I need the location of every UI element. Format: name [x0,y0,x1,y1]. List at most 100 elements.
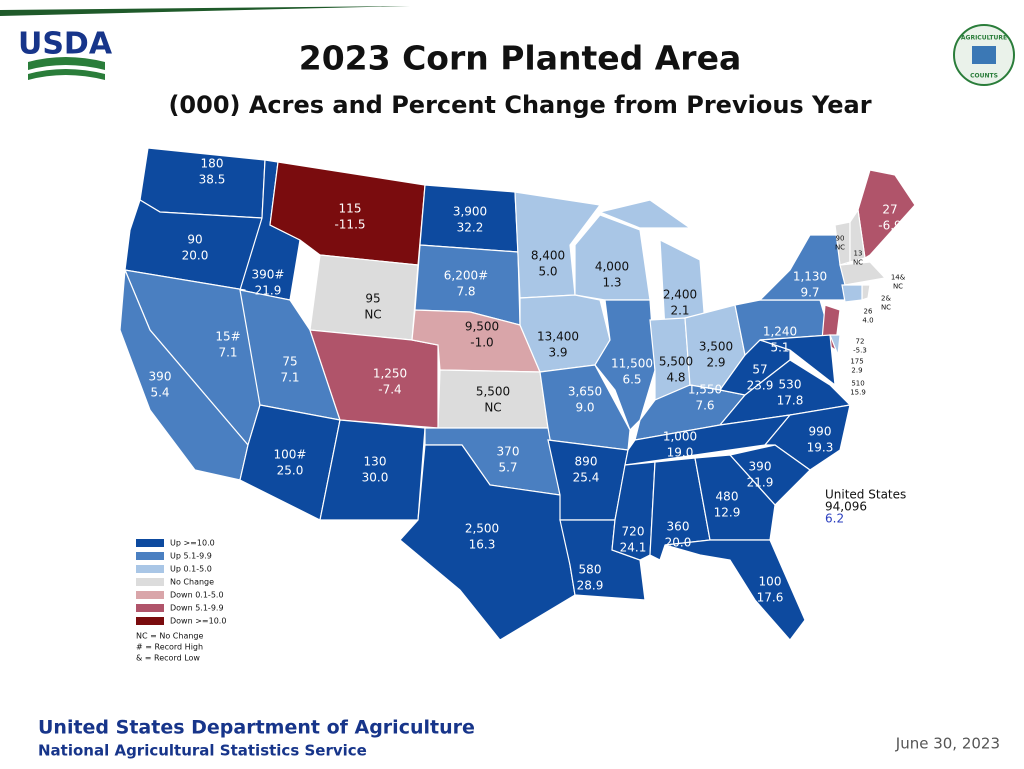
state-change: 4.0 [862,317,873,325]
ag-logo-top: AGRICULTURE [961,35,1007,42]
state-change: 7.1 [218,346,237,360]
state-acres: 15# [215,330,240,344]
national-name: United States [825,488,906,502]
state-change: 21.9 [255,284,282,298]
state-acres: 14& [891,274,906,282]
state [309,329,439,429]
footer-service: National Agricultural Statistics Service [38,742,367,760]
state-change: -6.9 [878,219,901,233]
state-acres: 990 [809,425,832,439]
state-acres: 3,900 [453,205,487,219]
state-change: 2.9 [851,367,862,375]
state-change: 12.9 [714,506,741,520]
legend-swatch [136,604,164,612]
state [514,191,602,299]
state-acres: 72 [856,338,865,346]
state [239,404,341,521]
state-acres: 2,400 [663,288,697,302]
state-acres: 90 [836,235,845,243]
legend-note: # = Record High [136,643,203,652]
state-acres: 9,500 [465,320,499,334]
state-acres: 890 [575,455,598,469]
state-acres: 530 [779,378,802,392]
state-acres: 130 [364,455,387,469]
state-change: 17.8 [777,394,804,408]
legend-label: Up 5.1-9.9 [170,552,212,561]
state-acres: 100# [274,448,307,462]
usda-swoosh [28,69,105,80]
state-acres: 3,650 [568,385,602,399]
legend-label: No Change [170,578,214,587]
state-acres: 510 [851,380,864,388]
state-acres: 11,500 [611,357,653,371]
state-acres: 57 [752,363,767,377]
state-change: 3.9 [548,346,567,360]
state-change: 19.0 [667,446,694,460]
state-acres: 13,400 [537,330,579,344]
state [437,369,549,429]
national-acres: 94,096 [825,500,867,514]
legend-note: NC = No Change [136,632,203,641]
state-change: 23.9 [747,379,774,393]
state-acres: 390 [149,370,172,384]
us-map: 180 38.5 90 20.0 390# 21.9 115 -11.5 3,900 32.2 95… [119,147,916,641]
state-change: 24.1 [620,541,647,555]
ag-logo-bottom: COUNTS [970,73,998,80]
state-acres: 13 [854,250,863,258]
state-change: 15.9 [850,389,866,397]
footer-org: United States Department of Agriculture [38,717,475,739]
state-change: 20.0 [182,249,209,263]
state-change: -1.0 [470,336,493,350]
legend-swatch [136,565,164,573]
state [841,284,863,303]
state-change: 5.4 [150,386,169,400]
title: 2023 Corn Planted Area [299,39,741,78]
usda-logo: USDA [18,27,113,62]
state-acres: 1,130 [793,270,827,284]
state-change: 2.1 [670,304,689,318]
state-change: 20.0 [665,536,692,550]
state-acres: 1,550 [688,383,722,397]
state-change: 32.2 [457,221,484,235]
state-acres: 26 [864,308,873,316]
state-acres: 390 [749,460,772,474]
state-change: 17.6 [757,591,784,605]
state-change: NC [853,259,863,267]
legend-label: Down 0.1-5.0 [170,591,224,600]
state-acres: 2& [881,295,891,303]
state-acres: 115 [339,202,362,216]
state [309,254,419,341]
legend-note: & = Record Low [136,654,200,663]
state [119,269,249,481]
state-acres: 480 [716,490,739,504]
state [839,261,887,286]
legend-swatch [136,578,164,586]
state-change: -7.4 [378,383,401,397]
state-change: 5.0 [538,265,557,279]
state-acres: 5,500 [659,355,693,369]
state-change: NC [893,283,903,291]
state-acres: 360 [667,520,690,534]
state-acres: 95 [365,292,380,306]
state-change: NC [881,304,891,312]
state-acres: 720 [622,525,645,539]
state [849,208,866,263]
state-acres: 1,240 [763,325,797,339]
state [694,454,776,541]
state-change: 16.3 [469,538,496,552]
state-acres: 2,500 [465,522,499,536]
state-change: -5.3 [853,347,867,355]
state-acres: 1,250 [373,367,407,381]
legend-label: Up >=10.0 [170,539,215,548]
state-change: 25.4 [573,471,600,485]
state-change: -11.5 [334,218,365,232]
state-change: 30.0 [362,471,389,485]
state-change: 25.0 [277,464,304,478]
state-acres: 4,000 [595,260,629,274]
state [829,334,841,356]
state-change: 5.1 [770,341,789,355]
state-change: 5.7 [498,461,517,475]
state-change: 9.0 [575,401,594,415]
state-acres: 5,500 [476,385,510,399]
